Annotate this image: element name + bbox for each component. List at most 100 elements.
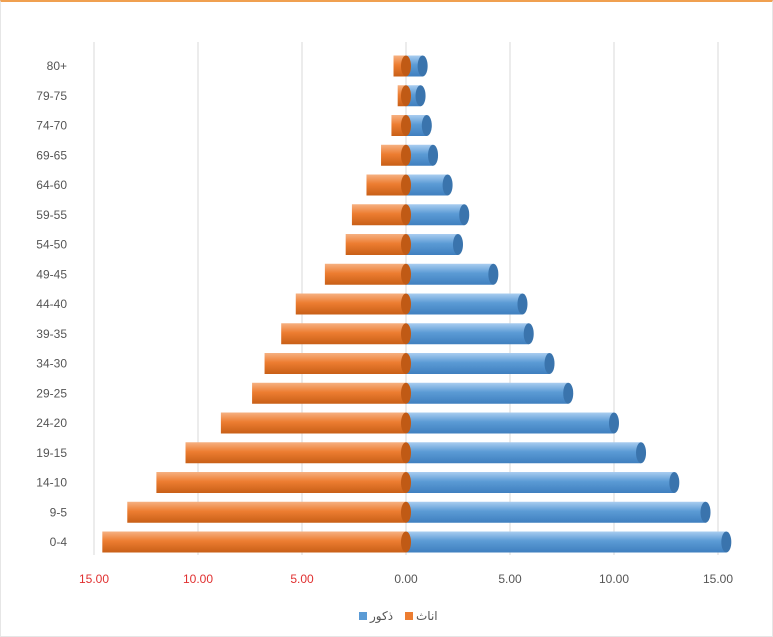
y-tick-label: 44-40 (36, 297, 67, 311)
bar-male-59-55-cap (459, 204, 470, 226)
y-axis-tick-labels: 0-4 9-5 14-10 19-15 24-20 29-25 34-30 39-35 44-4… (36, 59, 67, 549)
y-tick-label: 14-10 (36, 476, 67, 490)
bar-male-9-5 (406, 501, 711, 523)
bar-female-69-65 (381, 144, 411, 166)
y-tick-label: 49-45 (36, 267, 67, 281)
bar-female-9-5-cap (401, 501, 411, 523)
bar-female-39-35-cap (401, 323, 411, 345)
bar-male-54-50 (406, 234, 463, 255)
y-tick-label: 39-35 (36, 327, 67, 341)
y-tick-label: 54-50 (36, 238, 67, 252)
bar-female-80+ (393, 55, 411, 77)
bar-female-74-70 (391, 115, 411, 136)
legend: ذکور اناث (359, 609, 438, 624)
bar-female-34-30 (264, 353, 411, 374)
bar-male-69-65-cap (428, 144, 439, 166)
bar-male-0-4-cap (721, 531, 732, 553)
bar-female-59-55-cap (401, 204, 411, 226)
bar-female-80+-cap (401, 55, 411, 77)
bar-male-9-5-cap (700, 501, 711, 523)
bar-male-80+-cap (417, 55, 428, 77)
y-tick-label: 79-75 (36, 89, 67, 103)
x-axis-tick-labels: 15.00 10.00 5.00 0.00 5.00 10.00 15.00 (79, 572, 733, 586)
bar-male-24-20 (406, 412, 619, 434)
bar-female-0-4-cap (401, 531, 411, 553)
bar-female-39-35 (281, 323, 411, 345)
bar-female-14-10-cap (401, 472, 411, 493)
y-tick-label: 80+ (47, 59, 67, 73)
bar-male-24-20-cap (609, 412, 619, 434)
bar-female-49-45 (324, 263, 411, 285)
bar-male-69-65 (406, 144, 439, 166)
bar-female-79-75 (397, 85, 411, 107)
legend-swatch (359, 612, 367, 620)
bar-female-9-5 (127, 501, 411, 523)
bar-female-29-25-cap (401, 382, 411, 404)
bar-male-14-10-cap (669, 472, 680, 493)
bar-male-74-70 (406, 115, 432, 136)
bar-male-39-35 (406, 323, 534, 345)
bar-female-64-60 (366, 174, 411, 196)
bar-male-74-70-cap (421, 115, 432, 136)
bar-male-54-50-cap (453, 234, 463, 255)
y-tick-label: 59-55 (36, 208, 67, 222)
bar-male-29-25-cap (563, 382, 574, 404)
bar-male-44-40-cap (517, 293, 528, 315)
y-tick-label: 74-70 (36, 119, 67, 133)
bar-male-49-45-cap (488, 263, 499, 285)
y-tick-label: 34-30 (36, 357, 67, 371)
bar-female-14-10 (156, 472, 411, 493)
bar-female-19-15-cap (401, 442, 411, 464)
bar-male-59-55 (406, 204, 470, 226)
bar-male-64-60-cap (442, 174, 453, 196)
bar-female-24-20-cap (401, 412, 411, 434)
bar-female-69-65-cap (401, 144, 411, 166)
x-tick-label: 15.00 (703, 572, 733, 586)
y-tick-label: 19-15 (36, 446, 67, 460)
bar-female-0-4 (102, 531, 411, 553)
bars (102, 55, 732, 553)
x-tick-label: 5.00 (498, 572, 522, 586)
x-tick-label: 15.00 (79, 572, 109, 586)
x-tick-label: 10.00 (183, 572, 213, 586)
bar-male-64-60 (406, 174, 453, 196)
x-tick-label: 5.00 (290, 572, 314, 586)
bar-female-59-55 (351, 204, 411, 226)
bar-female-49-45-cap (401, 263, 411, 285)
y-tick-label: 24-20 (36, 416, 67, 430)
bar-male-19-15-cap (636, 442, 647, 464)
y-tick-label: 29-25 (36, 386, 67, 400)
bar-male-19-15 (406, 442, 647, 464)
x-tick-label: 10.00 (599, 572, 629, 586)
y-tick-label: 69-65 (36, 148, 67, 162)
bar-male-49-45 (406, 263, 499, 285)
bar-female-24-20 (220, 412, 411, 434)
bar-female-34-30-cap (401, 353, 411, 374)
bar-male-34-30 (406, 353, 555, 374)
bar-male-44-40 (406, 293, 528, 315)
bar-female-19-15 (185, 442, 411, 464)
y-tick-label: 64-60 (36, 178, 67, 192)
bar-female-44-40 (295, 293, 411, 315)
bar-female-29-25 (252, 382, 411, 404)
bar-female-54-50-cap (401, 234, 411, 255)
bar-male-14-10 (406, 472, 680, 493)
legend-item: ذکور (359, 609, 393, 624)
bar-male-39-35-cap (523, 323, 534, 345)
bar-male-0-4 (406, 531, 732, 553)
bar-female-79-75-cap (401, 85, 411, 107)
y-tick-label: 0-4 (50, 535, 68, 549)
legend-item: اناث (405, 609, 438, 623)
legend-label: ذکور (369, 609, 393, 624)
y-tick-label: 9-5 (50, 505, 68, 519)
bar-female-44-40-cap (401, 293, 411, 315)
bar-female-64-60-cap (401, 174, 411, 196)
bar-female-74-70-cap (401, 115, 411, 136)
bar-male-29-25 (406, 382, 574, 404)
legend-label: اناث (416, 609, 438, 623)
x-tick-label: 0.00 (394, 572, 418, 586)
legend-swatch (405, 612, 413, 620)
bar-female-54-50 (345, 234, 411, 255)
